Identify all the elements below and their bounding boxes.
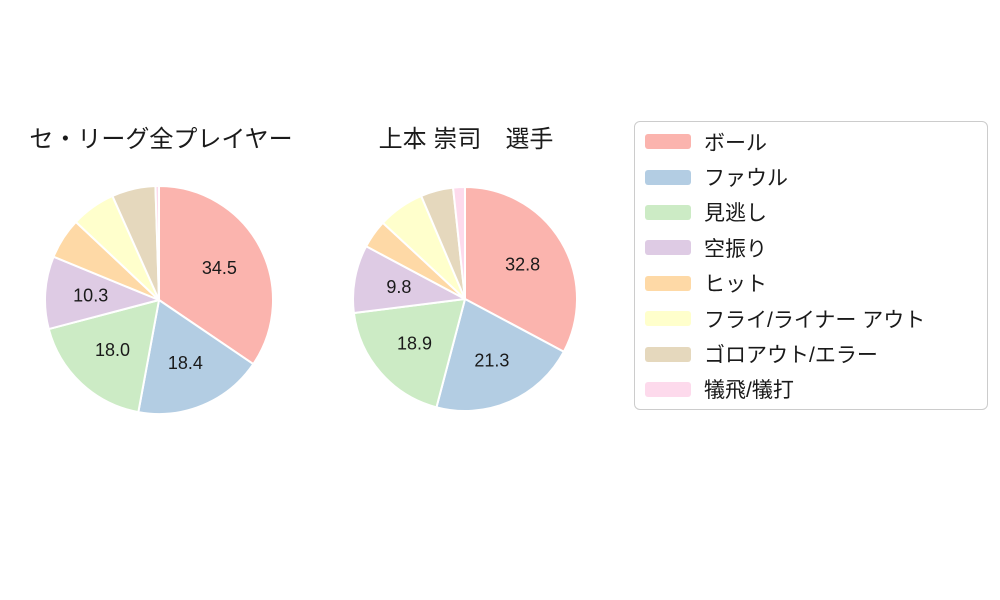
- slice-percent-label: 21.3: [474, 351, 509, 371]
- legend-color-swatch: [645, 346, 691, 362]
- legend-label: 空振り: [704, 237, 767, 261]
- legend-label: 犠飛/犠打: [704, 379, 794, 403]
- legend-item: 見逃し: [635, 195, 987, 230]
- legend-color-swatch: [645, 169, 691, 185]
- legend-label: ファウル: [704, 167, 788, 191]
- pie-slice: [154, 185, 160, 301]
- pie-slice: [464, 186, 578, 353]
- legend-item: ヒット: [635, 266, 987, 301]
- legend-label: ゴロアウト/エラー: [704, 344, 878, 368]
- slice-percent-label: 10.3: [73, 286, 108, 306]
- pie-slice: [452, 186, 466, 300]
- legend-color-swatch: [645, 204, 691, 220]
- legend-item: ボール: [635, 124, 987, 159]
- pie-slice: [44, 255, 160, 331]
- slice-percent-label: 18.4: [168, 353, 203, 373]
- pie-slice: [137, 299, 255, 415]
- legend: ボールファウル見逃し空振りヒットフライ/ライナー アウト ゴロアウト/エラー 犠飛/…: [634, 121, 988, 410]
- legend-item: ゴロアウト/エラー: [635, 336, 987, 371]
- legend-item: 犠飛/犠打: [635, 372, 987, 407]
- pie-slice: [352, 298, 466, 409]
- pie-slice: [47, 299, 160, 414]
- legend-label: フライ/ライナー アウト: [704, 308, 926, 332]
- pie-slice: [158, 185, 274, 366]
- legend-color-swatch: [645, 381, 691, 397]
- pie-slice: [435, 298, 565, 412]
- slice-percent-label: 18.9: [397, 333, 432, 353]
- legend-item: 空振り: [635, 230, 987, 265]
- slice-percent-label: 34.5: [202, 258, 237, 278]
- slice-percent-label: 32.8: [505, 254, 540, 274]
- legend-item: フライ/ライナー アウト: [635, 301, 987, 336]
- legend-label: 見逃し: [704, 202, 767, 226]
- slice-percent-label: 18.0: [95, 340, 130, 360]
- legend-label: ボール: [704, 131, 767, 155]
- legend-label: ヒット: [704, 273, 767, 297]
- left-pie-title: セ・リーグ全プレイヤー: [29, 126, 293, 153]
- legend-color-swatch: [645, 134, 691, 150]
- legend-color-swatch: [645, 311, 691, 327]
- right-pie-title: 上本 崇司 選手: [378, 126, 554, 153]
- slice-percent-label: 9.8: [386, 277, 411, 297]
- legend-color-swatch: [645, 240, 691, 256]
- legend-item: ファウル: [635, 159, 987, 194]
- legend-color-swatch: [645, 275, 691, 291]
